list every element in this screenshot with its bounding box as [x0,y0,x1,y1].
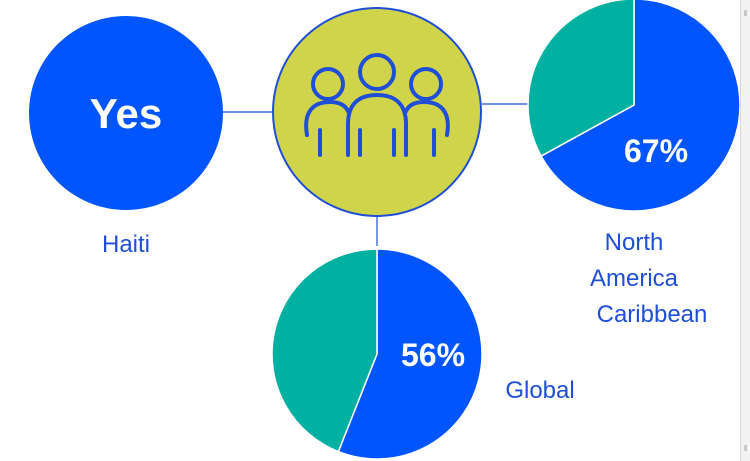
people-group-icon [304,53,450,157]
haiti-value: Yes [90,90,162,137]
scrollbar-arrow-up[interactable] [744,10,747,16]
pie-global [271,248,483,460]
pie-slice-nac-other [527,0,635,158]
scrollbar-arrow-down[interactable] [744,445,747,451]
pie-slice-global-other [271,248,378,453]
nac-label-line-2: America [590,265,679,292]
hub-circle [272,7,482,217]
nac-label-line-3: Caribbean [597,301,708,328]
haiti-circle [29,16,223,210]
pie-north-america-caribbean [527,0,741,212]
haiti-label: Haiti [102,231,150,258]
global-label: Global [505,377,574,404]
scrollbar-track[interactable] [740,0,750,461]
nac-value: 67% [624,133,688,169]
pie-slice-nac-yes [540,0,741,212]
pie-slice-global-yes [337,248,483,460]
global-value: 56% [401,337,465,373]
nac-label-line-1: North [605,229,664,256]
